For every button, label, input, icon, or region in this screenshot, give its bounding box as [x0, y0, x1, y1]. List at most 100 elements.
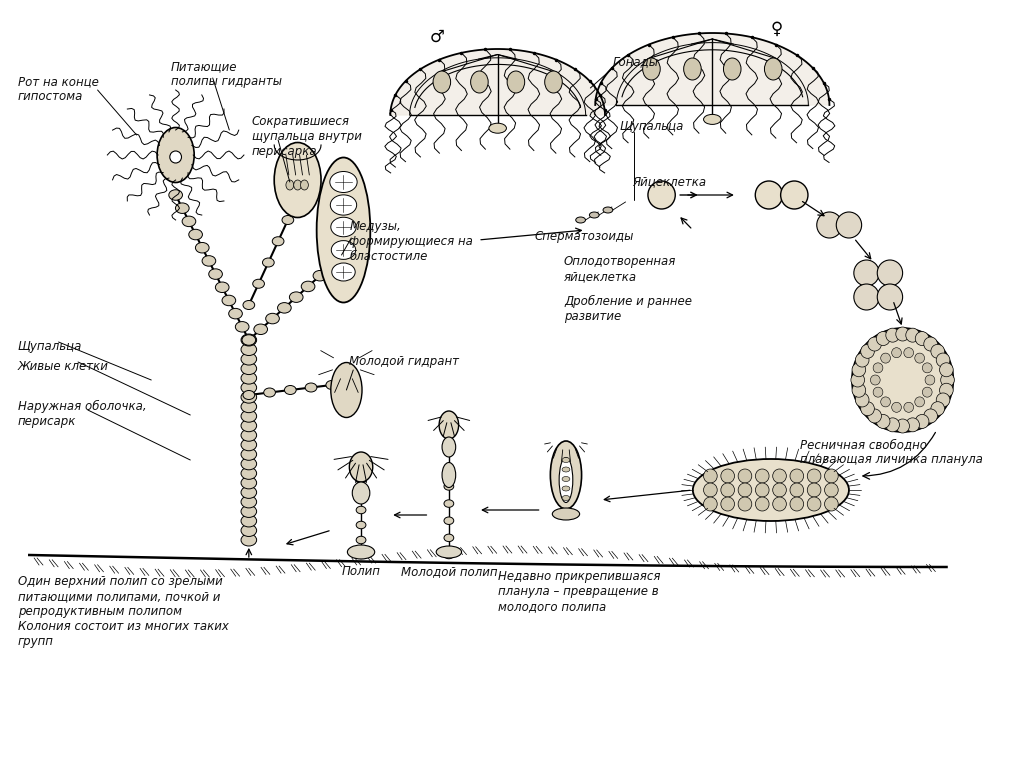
Circle shape: [756, 497, 769, 511]
Ellipse shape: [356, 551, 366, 558]
Ellipse shape: [575, 217, 586, 223]
Ellipse shape: [444, 449, 454, 456]
Circle shape: [861, 402, 874, 416]
Ellipse shape: [241, 334, 257, 346]
Circle shape: [854, 284, 880, 310]
Text: Недавно прикрепившаяся
планула – превращение в
молодого полипа: Недавно прикрепившаяся планула – превращ…: [498, 570, 660, 613]
Ellipse shape: [241, 515, 257, 527]
Circle shape: [807, 483, 821, 497]
Text: Наружная оболочка,
перисарк: Наружная оболочка, перисарк: [17, 400, 146, 428]
Text: Сперматозоиды: Сперматозоиды: [535, 230, 634, 243]
Circle shape: [892, 403, 901, 413]
Ellipse shape: [253, 279, 264, 288]
Ellipse shape: [507, 71, 524, 93]
Ellipse shape: [241, 505, 257, 518]
Text: Щупальца: Щупальца: [17, 340, 82, 353]
Circle shape: [790, 497, 804, 511]
Polygon shape: [390, 49, 605, 115]
Circle shape: [807, 469, 821, 483]
Ellipse shape: [562, 486, 570, 491]
Circle shape: [940, 384, 953, 397]
Ellipse shape: [196, 242, 209, 253]
Ellipse shape: [301, 180, 308, 190]
Ellipse shape: [254, 324, 267, 334]
Ellipse shape: [290, 292, 303, 302]
Ellipse shape: [264, 388, 275, 397]
Ellipse shape: [305, 383, 316, 392]
Circle shape: [756, 181, 782, 209]
Ellipse shape: [562, 457, 570, 463]
Ellipse shape: [241, 382, 257, 393]
Circle shape: [870, 375, 881, 385]
Ellipse shape: [330, 172, 357, 193]
Text: Живые клетки: Живые клетки: [17, 360, 109, 373]
Circle shape: [824, 469, 839, 483]
Ellipse shape: [241, 448, 257, 460]
Circle shape: [773, 497, 786, 511]
FancyArrowPatch shape: [863, 433, 935, 479]
Ellipse shape: [488, 123, 507, 133]
Ellipse shape: [313, 271, 327, 281]
Ellipse shape: [559, 457, 572, 502]
Circle shape: [881, 353, 891, 363]
Text: Яйцеклетка: Яйцеклетка: [633, 175, 707, 188]
Circle shape: [873, 387, 883, 397]
Circle shape: [886, 418, 899, 432]
Text: Гонады: Гонады: [612, 55, 658, 68]
Circle shape: [915, 414, 929, 429]
Circle shape: [824, 497, 839, 511]
Ellipse shape: [272, 237, 284, 245]
Circle shape: [773, 483, 786, 497]
Ellipse shape: [439, 411, 459, 439]
Circle shape: [738, 497, 752, 511]
Text: Сократившиеся
щупальца внутри
перисарка: Сократившиеся щупальца внутри перисарка: [252, 115, 361, 158]
Ellipse shape: [442, 437, 456, 457]
Circle shape: [756, 469, 769, 483]
Ellipse shape: [316, 157, 371, 302]
Circle shape: [923, 363, 932, 373]
Circle shape: [904, 347, 913, 357]
Circle shape: [896, 327, 909, 341]
Circle shape: [851, 373, 864, 387]
Ellipse shape: [349, 452, 373, 482]
Ellipse shape: [444, 500, 454, 507]
Polygon shape: [595, 33, 829, 105]
Ellipse shape: [169, 189, 182, 200]
Ellipse shape: [550, 441, 582, 509]
Circle shape: [721, 483, 734, 497]
Circle shape: [873, 363, 883, 373]
Ellipse shape: [545, 71, 562, 93]
Text: Питающие
полипы гидранты: Питающие полипы гидранты: [171, 60, 282, 88]
Ellipse shape: [222, 295, 236, 306]
Ellipse shape: [562, 467, 570, 472]
Circle shape: [886, 328, 899, 342]
Ellipse shape: [241, 372, 257, 384]
Ellipse shape: [182, 216, 196, 226]
Text: Молодой полип: Молодой полип: [400, 565, 497, 578]
Ellipse shape: [444, 534, 454, 542]
Ellipse shape: [471, 71, 488, 93]
Ellipse shape: [202, 255, 216, 266]
Circle shape: [867, 337, 882, 351]
Circle shape: [896, 419, 909, 433]
Circle shape: [852, 384, 865, 397]
Circle shape: [703, 483, 717, 497]
Circle shape: [170, 151, 181, 163]
Ellipse shape: [331, 363, 362, 417]
Ellipse shape: [243, 301, 255, 310]
Circle shape: [904, 403, 913, 413]
Ellipse shape: [552, 508, 580, 520]
Ellipse shape: [236, 321, 249, 332]
Ellipse shape: [433, 71, 451, 93]
Ellipse shape: [241, 477, 257, 489]
Ellipse shape: [228, 308, 243, 319]
Circle shape: [914, 397, 925, 407]
Ellipse shape: [241, 458, 257, 470]
Circle shape: [924, 337, 937, 351]
Ellipse shape: [444, 431, 454, 439]
Ellipse shape: [282, 216, 294, 225]
Ellipse shape: [241, 344, 257, 356]
Ellipse shape: [215, 282, 229, 292]
Circle shape: [940, 363, 953, 377]
Ellipse shape: [241, 363, 257, 374]
